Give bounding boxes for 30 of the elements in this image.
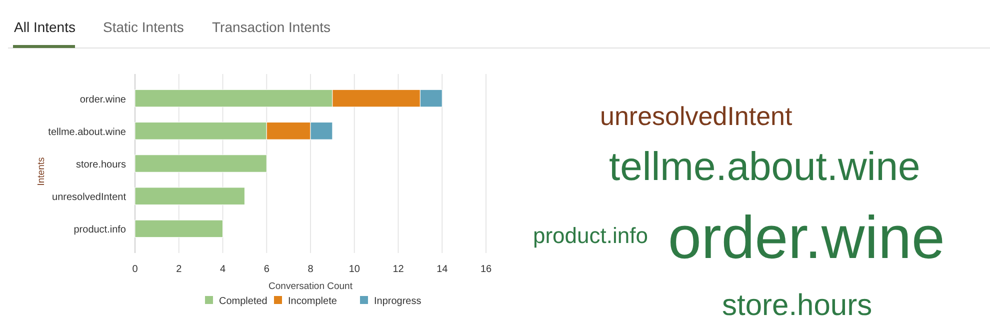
y-axis-title: Intents [36, 156, 47, 186]
x-tick-label: 10 [348, 264, 360, 275]
x-axis-title: Conversation Count [268, 281, 353, 292]
y-tick-label: product.info [74, 224, 126, 236]
bar [134, 187, 245, 205]
category-label: Transaction Intents [212, 19, 331, 35]
x-tick-label: 12 [392, 264, 404, 275]
category-label: product.info [533, 223, 648, 248]
bar [134, 220, 223, 238]
x-tick-label: 6 [264, 264, 270, 275]
y-tick-label: store.hours [76, 160, 126, 170]
y-tick-label: tellme.about.wine [48, 126, 126, 138]
category-label: All Intents [14, 19, 76, 35]
legend-label: Completed [219, 296, 268, 307]
y-tick-label: unresolvedIntent [52, 192, 126, 204]
x-tick-label: 2 [176, 264, 182, 275]
x-tick-label: 14 [436, 264, 448, 275]
legend-label: Incomplete [288, 296, 338, 307]
x-tick-label: 16 [480, 264, 492, 275]
x-tick-label: 4 [220, 264, 226, 275]
bar [134, 154, 267, 172]
category-label: store.hours [722, 289, 872, 322]
y-tick-label: order.wine [80, 94, 126, 106]
x-tick-label: 8 [308, 264, 314, 275]
category-label: Static Intents [103, 19, 184, 35]
category-label: unresolvedIntent [600, 101, 794, 131]
x-tick-label: 0 [132, 264, 138, 275]
category-label: tellme.about.wine [609, 145, 920, 189]
category-label: order.wine [668, 204, 945, 271]
legend-label: Inprogress [374, 296, 422, 307]
